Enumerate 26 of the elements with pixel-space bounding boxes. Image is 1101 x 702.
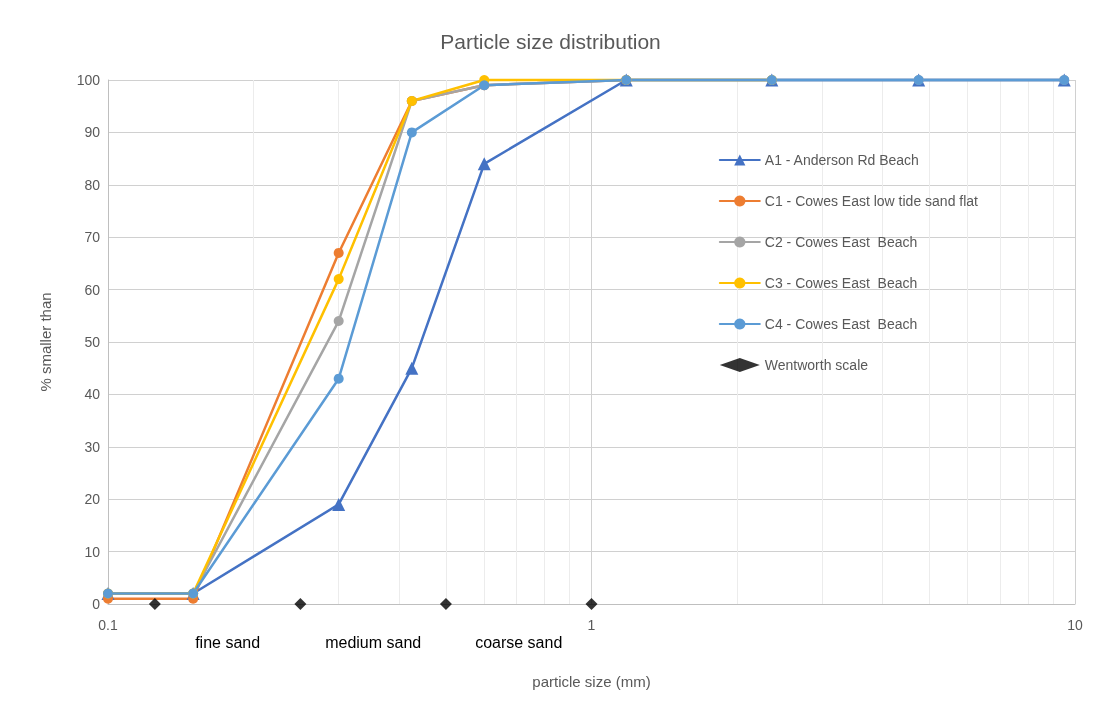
legend-label: C3 - Cowes East Beach: [764, 275, 918, 291]
legend-label: C4 - Cowes East Beach: [764, 316, 918, 332]
y-tick-label: 100: [76, 72, 101, 88]
y-axis-title: % smaller than: [37, 292, 54, 392]
text: coarse sand: [475, 633, 563, 651]
y-tick-label: 30: [84, 438, 101, 455]
legend-label: C1 - Cowes East low tide sand flat: [764, 193, 979, 209]
x-tick-label: 0.1: [98, 617, 118, 633]
x-axis-title: particle size (mm): [532, 673, 651, 690]
legend-label: A1 - Anderson Rd Beach: [764, 152, 919, 168]
text: fine sand: [195, 633, 261, 651]
y-tick-label: 40: [84, 386, 101, 403]
y-tick-label: 50: [84, 334, 101, 350]
x-tick-label: 1: [587, 617, 596, 633]
y-tick-label: 20: [84, 491, 101, 508]
y-tick-label: 90: [84, 124, 101, 141]
legend-label: Wentworth scale: [764, 357, 869, 373]
chart-title: Particle size distribution: [440, 30, 661, 53]
y-tick-label: 60: [84, 281, 101, 298]
x-tick-label: 10: [1067, 617, 1083, 633]
y-tick-label: 70: [84, 229, 101, 246]
y-tick-label: 80: [84, 176, 101, 193]
y-tick-label: 10: [84, 543, 101, 560]
text: medium sand: [325, 633, 422, 651]
y-tick-label: 0: [92, 596, 101, 612]
legend-label: C2 - Cowes East Beach: [764, 234, 918, 250]
